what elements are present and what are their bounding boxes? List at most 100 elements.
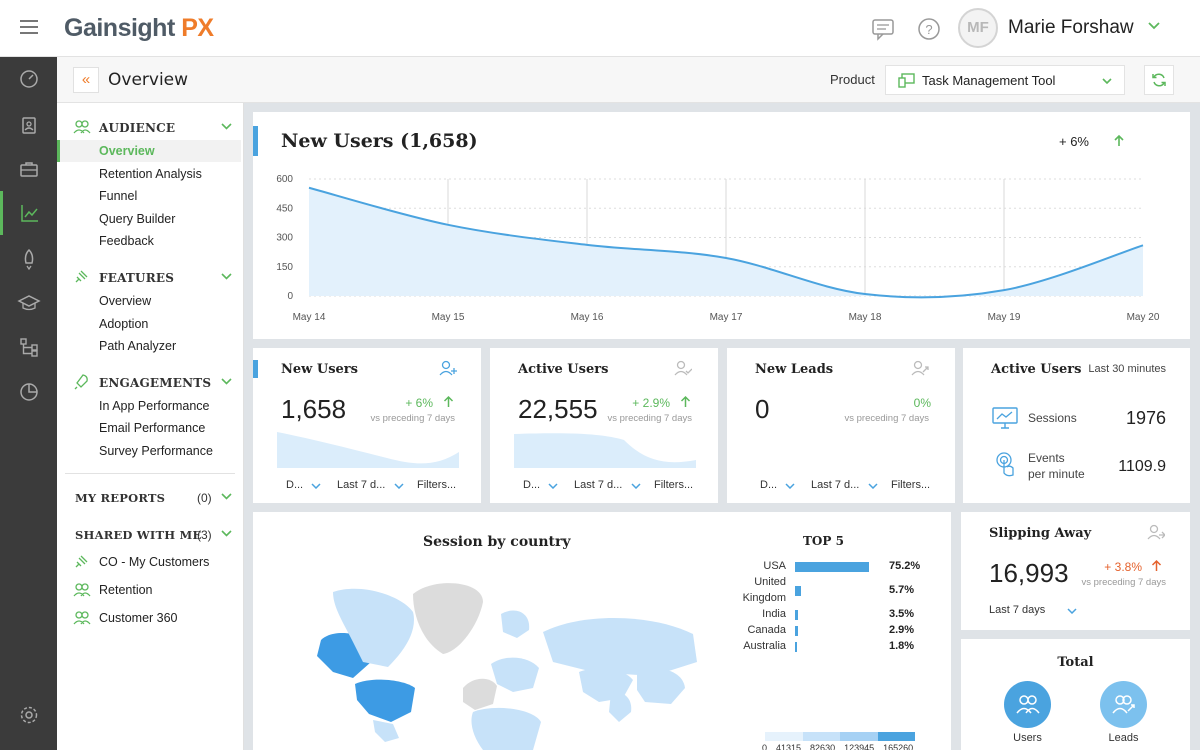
rocket-icon: [74, 374, 88, 390]
total-card: Total Users Leads: [961, 639, 1190, 750]
country-bar: [795, 586, 801, 596]
chevron-down-icon[interactable]: [868, 483, 878, 489]
graduation-cap-icon[interactable]: [0, 281, 57, 325]
chevron-down-icon[interactable]: [311, 483, 321, 489]
events-label-line2: per minute: [1028, 467, 1085, 481]
total-leads-button[interactable]: [1100, 681, 1147, 728]
kpi-card-new-users: New Users 1,658 + 6% vs preceding 7 days…: [253, 348, 481, 503]
nav-item-query-builder[interactable]: Query Builder: [99, 212, 176, 226]
nav-item-features-overview[interactable]: Overview: [99, 294, 152, 308]
nav-item-funnel[interactable]: Funnel: [99, 189, 138, 203]
events-label-line1: Events: [1028, 451, 1065, 465]
nav-item-retention-analysis[interactable]: Retention Analysis: [99, 167, 202, 181]
user-name[interactable]: Marie Forshaw: [1008, 17, 1134, 38]
plug-icon: [75, 270, 88, 283]
top-bar: Gainsight PX ? MF Marie Forshaw: [0, 0, 1200, 57]
card-accent: [253, 360, 258, 378]
my-reports-count: (0): [197, 491, 212, 505]
product-icon: [898, 73, 915, 88]
country-name-line1: United: [754, 576, 786, 588]
kpi-dropdown-filters[interactable]: Filters...: [417, 479, 457, 491]
refresh-button[interactable]: [1144, 65, 1174, 95]
rocket-icon[interactable]: [0, 237, 57, 281]
app-rail: [0, 57, 57, 750]
nav-section-features[interactable]: FEATURES: [99, 271, 175, 285]
help-icon[interactable]: ?: [916, 16, 942, 42]
kpi-dropdown-metric[interactable]: D...: [760, 479, 778, 491]
kpi-dropdown-range[interactable]: Last 7 d...: [337, 479, 386, 491]
slipping-range-dropdown[interactable]: Last 7 days: [989, 604, 1046, 616]
total-title: Total: [1057, 655, 1094, 670]
user-check-icon[interactable]: [674, 360, 692, 376]
kpi-dropdown-filters[interactable]: Filters...: [654, 479, 694, 491]
chat-icon[interactable]: [870, 16, 896, 42]
map-region-europe: [491, 657, 539, 692]
total-users-button[interactable]: [1004, 681, 1051, 728]
chevron-down-icon[interactable]: [785, 483, 795, 489]
nav-section-shared[interactable]: SHARED WITH ME: [75, 528, 202, 542]
nav-item-in-app-performance[interactable]: In App Performance: [99, 399, 210, 413]
user-leave-icon[interactable]: [1147, 524, 1165, 540]
nav-item-path-analyzer[interactable]: Path Analyzer: [99, 339, 177, 353]
chevron-down-icon[interactable]: [548, 483, 558, 489]
brand-logo[interactable]: Gainsight PX: [64, 14, 214, 43]
dashboard-icon[interactable]: [0, 57, 57, 101]
sessions-value: 1976: [1125, 408, 1166, 428]
chevron-down-icon[interactable]: [1148, 22, 1160, 30]
kpi-dropdown-range[interactable]: Last 7 d...: [574, 479, 623, 491]
chevron-down-icon[interactable]: [221, 378, 232, 385]
kpi-dropdown-metric[interactable]: D...: [523, 479, 541, 491]
chevron-down-icon[interactable]: [221, 273, 232, 280]
settings-icon[interactable]: [0, 693, 57, 737]
total-leads-label: Leads: [1108, 732, 1139, 744]
nav-section-my-reports[interactable]: MY REPORTS: [75, 491, 166, 505]
clipboard-icon[interactable]: [0, 103, 57, 147]
new-users-chart-card: New Users (1,658) + 6% 600 450 300 150 0 May …: [253, 112, 1190, 339]
nav-section-audience[interactable]: AUDIENCE: [99, 121, 176, 135]
analytics-icon[interactable]: [0, 191, 57, 235]
country-name: Canada: [747, 624, 786, 636]
nav-item-survey-performance[interactable]: Survey Performance: [99, 444, 213, 458]
users-icon: [73, 120, 91, 134]
nav-item-retention[interactable]: Retention: [99, 583, 153, 597]
nav-item-co-my-customers[interactable]: CO - My Customers: [99, 555, 210, 569]
x-tick-label: May 20: [1127, 312, 1160, 323]
kpi-dropdown-filters[interactable]: Filters...: [891, 479, 931, 491]
nav-section-engagements[interactable]: ENGAGEMENTS: [99, 376, 212, 390]
product-label: Product: [830, 72, 875, 87]
kpi-value: 1,658: [281, 394, 347, 424]
chevron-down-icon[interactable]: [221, 493, 232, 500]
kpi-dropdown-metric[interactable]: D...: [286, 479, 304, 491]
product-select[interactable]: Task Management Tool: [885, 65, 1125, 95]
lead-icon[interactable]: [911, 360, 929, 376]
chevron-down-icon[interactable]: [221, 530, 232, 537]
briefcase-icon[interactable]: [0, 147, 57, 191]
nav-item-audience-overview[interactable]: Overview: [99, 144, 155, 158]
menu-icon[interactable]: [20, 20, 38, 34]
avatar[interactable]: MF: [958, 8, 998, 48]
kpi-sparkline: [514, 433, 696, 468]
nav-item-adoption[interactable]: Adoption: [99, 317, 149, 331]
shared-count: (3): [197, 528, 212, 542]
kpi-title: New Users: [281, 362, 358, 377]
slipping-away-card: Slipping Away 16,993 + 3.8% vs preceding…: [961, 512, 1190, 630]
nav-item-customer-360[interactable]: Customer 360: [99, 611, 178, 625]
legend-label: 0: [762, 743, 768, 750]
chevron-down-icon[interactable]: [631, 483, 641, 489]
leads-icon: [1112, 695, 1135, 714]
country-name: Australia: [743, 640, 786, 652]
flow-icon[interactable]: [0, 325, 57, 369]
pie-chart-icon[interactable]: [0, 369, 57, 413]
chevron-down-icon[interactable]: [221, 123, 232, 130]
chevron-down-icon[interactable]: [394, 483, 404, 489]
collapse-nav-button[interactable]: «: [73, 67, 99, 93]
kpi-dropdown-range[interactable]: Last 7 d...: [811, 479, 860, 491]
touch-icon: [996, 452, 1014, 477]
add-user-icon[interactable]: [439, 360, 457, 376]
map-legend-scale: [765, 732, 915, 741]
nav-item-email-performance[interactable]: Email Performance: [99, 421, 206, 435]
map-region-greenland: [413, 583, 483, 654]
nav-item-feedback[interactable]: Feedback: [99, 234, 154, 248]
chevron-down-icon[interactable]: [1067, 608, 1077, 614]
